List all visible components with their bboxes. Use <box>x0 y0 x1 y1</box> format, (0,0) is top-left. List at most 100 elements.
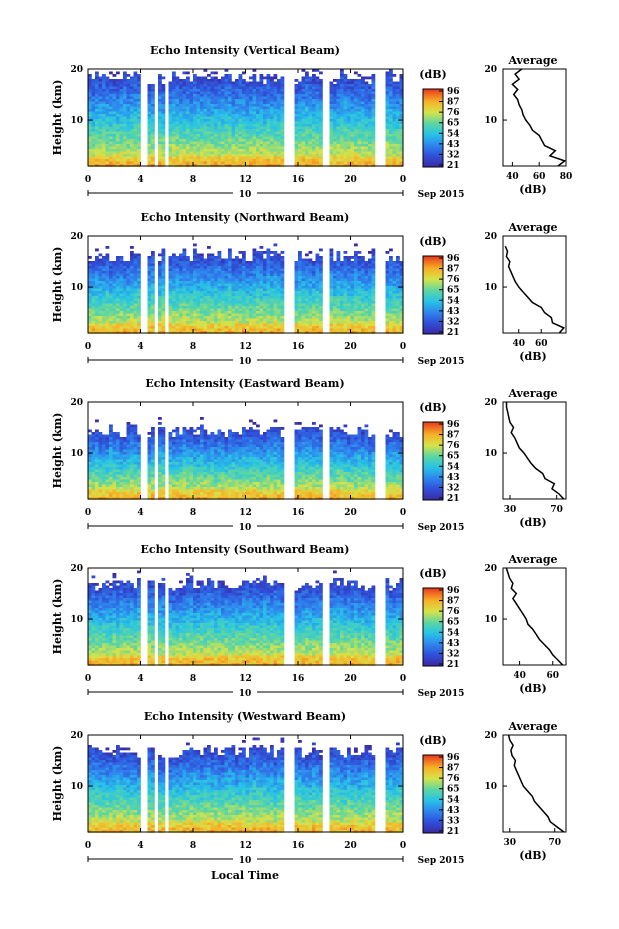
colorbar-tick-label: 54 <box>447 462 460 472</box>
x-tick-label: 8 <box>190 841 196 851</box>
colorbar-label: (dB) <box>419 68 446 81</box>
x-tick-label: 20 <box>344 674 357 684</box>
x-tick-label: 0 <box>400 674 406 684</box>
date-label: Sep 2015 <box>418 523 465 533</box>
y-tick-label: 20 <box>70 398 83 408</box>
x-tick-label: 4 <box>137 841 143 851</box>
x-tick-label: 4 <box>137 508 143 518</box>
panel-5: Echo Intensity (Westward Beam) 10 20 Height… <box>51 710 567 866</box>
average-x-label: (dB) <box>519 849 546 862</box>
colorbar-tick-label: 96 <box>447 254 460 264</box>
colorbar <box>422 754 444 834</box>
average-x-tick-label: 60 <box>533 172 546 182</box>
average-y-tick-label: 20 <box>484 398 497 408</box>
x-tick-label: 4 <box>137 342 143 352</box>
colorbar-tick-label: 87 <box>447 764 460 774</box>
average-title: Average <box>507 221 557 234</box>
date-label: Sep 2015 <box>418 357 465 367</box>
average-x-tick-label: 40 <box>513 671 526 681</box>
heatmap-cells <box>88 69 404 167</box>
x-tick-label: 12 <box>239 175 252 185</box>
y-tick-label: 10 <box>70 782 83 792</box>
panel-3: Echo Intensity (Eastward Beam) 10 20 Height… <box>51 377 567 533</box>
average-y-tick-label: 10 <box>484 615 497 625</box>
colorbar-tick-label: 96 <box>447 753 460 763</box>
x-tick-label: 16 <box>292 175 305 185</box>
average-frame <box>502 68 567 167</box>
colorbar-tick-label: 96 <box>447 420 460 430</box>
x-tick-label: 12 <box>239 674 252 684</box>
x-tick-label: 0 <box>85 674 91 684</box>
average-x-tick-label: 70 <box>548 838 561 848</box>
day-label: 10 <box>239 856 252 866</box>
day-label: 10 <box>239 523 252 533</box>
colorbar-tick-label: 65 <box>447 119 460 129</box>
x-tick-label: 16 <box>292 674 305 684</box>
average-x-tick-label: 40 <box>512 339 525 349</box>
average-x-tick-label: 60 <box>535 339 548 349</box>
average-y-tick-label: 20 <box>484 564 497 574</box>
y-tick-label: 10 <box>70 283 83 293</box>
colorbar-tick-label: 87 <box>447 98 460 108</box>
colorbar-tick-label: 65 <box>447 286 460 296</box>
average-title: Average <box>507 387 557 400</box>
day-label: 10 <box>239 357 252 367</box>
colorbar-tick-label: 65 <box>447 785 460 795</box>
day-label: 10 <box>239 689 252 699</box>
y-axis-label: Height (km) <box>51 413 64 489</box>
average-y-tick-label: 10 <box>484 283 497 293</box>
y-tick-label: 10 <box>70 449 83 459</box>
average-profile-line <box>505 402 565 500</box>
y-tick-label: 20 <box>70 65 83 75</box>
average-x-tick-label: 30 <box>503 838 516 848</box>
average-x-tick-label: 80 <box>560 172 573 182</box>
x-tick-label: 0 <box>400 175 406 185</box>
average-x-tick-label: 60 <box>546 671 559 681</box>
colorbar-label: (dB) <box>419 235 446 248</box>
y-tick-label: 10 <box>70 615 83 625</box>
x-tick-label: 12 <box>239 841 252 851</box>
y-axis-label: Height (km) <box>51 746 64 822</box>
colorbar-label: (dB) <box>419 567 446 580</box>
y-tick-label: 20 <box>70 731 83 741</box>
average-y-tick-label: 20 <box>484 731 497 741</box>
colorbar-tick-label: 43 <box>447 473 460 483</box>
y-axis-label: Height (km) <box>51 80 64 156</box>
colorbar-tick-label: 32 <box>447 483 460 493</box>
colorbar-tick-label: 76 <box>447 607 460 617</box>
average-frame <box>502 235 567 334</box>
colorbar-tick-label: 87 <box>447 265 460 275</box>
panel-title: Echo Intensity (Vertical Beam) <box>150 44 340 57</box>
colorbar-tick-label: 54 <box>447 296 460 306</box>
heatmap-cells <box>88 737 404 833</box>
colorbar-tick-label: 32 <box>447 649 460 659</box>
colorbar-tick-label: 43 <box>447 806 460 816</box>
colorbar-label: (dB) <box>419 401 446 414</box>
heatmap-cells <box>88 243 404 334</box>
panel-title: Echo Intensity (Westward Beam) <box>144 710 346 723</box>
x-tick-label: 20 <box>344 175 357 185</box>
average-y-tick-label: 20 <box>484 232 497 242</box>
colorbar-tick-label: 43 <box>447 639 460 649</box>
colorbar-tick-label: 54 <box>447 795 460 805</box>
average-x-label: (dB) <box>519 516 546 529</box>
colorbar-tick-label: 54 <box>447 129 460 139</box>
colorbar-tick-label: 65 <box>447 618 460 628</box>
day-label: 10 <box>239 190 252 200</box>
x-axis-title: Local Time <box>211 869 279 882</box>
colorbar-label: (dB) <box>419 734 446 747</box>
x-tick-label: 16 <box>292 508 305 518</box>
x-tick-label: 0 <box>85 342 91 352</box>
x-tick-label: 0 <box>85 508 91 518</box>
colorbar-tick-label: 43 <box>447 307 460 317</box>
colorbar-tick-label: 87 <box>447 431 460 441</box>
x-tick-label: 8 <box>190 175 196 185</box>
colorbar-tick-label: 21 <box>447 660 460 670</box>
y-axis-label: Height (km) <box>51 579 64 655</box>
x-tick-label: 8 <box>190 508 196 518</box>
colorbar-tick-label: 43 <box>447 140 460 150</box>
average-x-tick-label: 70 <box>550 505 563 515</box>
x-tick-label: 8 <box>190 342 196 352</box>
x-tick-label: 20 <box>344 841 357 851</box>
